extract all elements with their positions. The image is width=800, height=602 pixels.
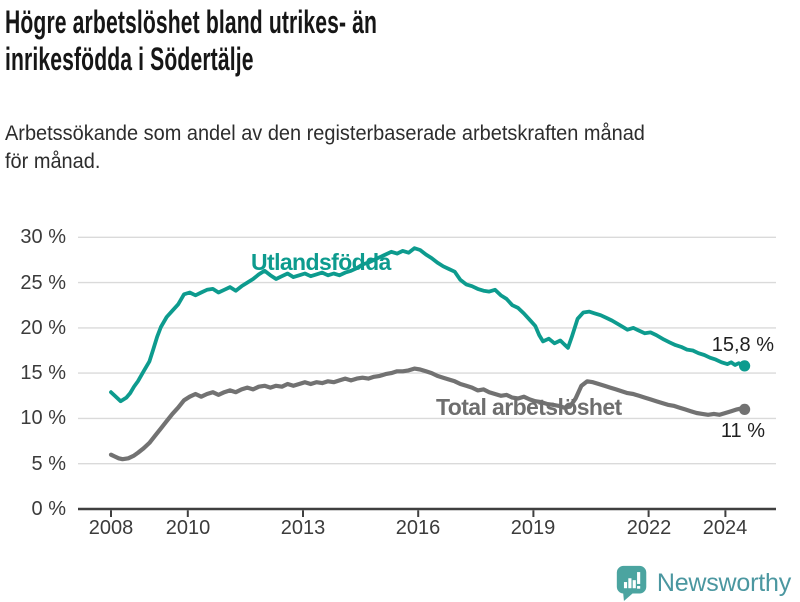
line-utlandsfodda bbox=[109, 246, 747, 404]
y-tick-label: 5 % bbox=[31, 453, 66, 475]
series-label-utlandsfodda: Utlandsfödda bbox=[251, 249, 391, 275]
y-tick-label: 25 % bbox=[20, 272, 66, 294]
end-dot-utlandsfodda bbox=[739, 360, 751, 372]
line-total-arbetsloshet bbox=[108, 366, 747, 462]
bar-chart-speech-bubble-icon bbox=[616, 565, 647, 602]
chart-subtitle: Arbetssökande som andel av den registerb… bbox=[5, 120, 645, 176]
x-tick-label: 2008 bbox=[88, 517, 134, 539]
series-label-total-arbetsloshet: Total arbetslöshet bbox=[436, 394, 622, 420]
x-tick-label: 2013 bbox=[280, 517, 326, 539]
end-dot-total bbox=[739, 403, 751, 415]
page-title: Högre arbetslöshet bland utrikes- än inr… bbox=[5, 4, 377, 78]
title-line-1: Högre arbetslöshet bland utrikes- än bbox=[5, 4, 378, 40]
x-tick-label: 2022 bbox=[626, 517, 672, 539]
newsworthy-logo: Newsworthy bbox=[615, 564, 791, 602]
y-tick-label: 10 % bbox=[20, 407, 66, 429]
brand-name: Newsworthy bbox=[656, 568, 791, 597]
title-line-2: inrikesfödda i Södertälje bbox=[5, 41, 254, 77]
x-tick-label: 2016 bbox=[395, 517, 441, 539]
end-value-total: 11 % bbox=[720, 420, 765, 442]
x-tick-label: 2010 bbox=[165, 517, 211, 539]
subtitle-line-1: Arbetssökande som andel av den registerb… bbox=[5, 122, 645, 145]
x-tick-label: 2024 bbox=[702, 517, 748, 539]
end-value-utlandsfodda: 15,8 % bbox=[711, 334, 774, 356]
subtitle-line-2: för månad. bbox=[5, 150, 101, 173]
y-tick-label: 0 % bbox=[31, 498, 66, 520]
y-tick-label: 20 % bbox=[20, 317, 66, 339]
y-tick-label: 30 % bbox=[20, 226, 66, 248]
y-tick-label: 15 % bbox=[20, 362, 66, 384]
x-tick-label: 2019 bbox=[510, 517, 556, 539]
